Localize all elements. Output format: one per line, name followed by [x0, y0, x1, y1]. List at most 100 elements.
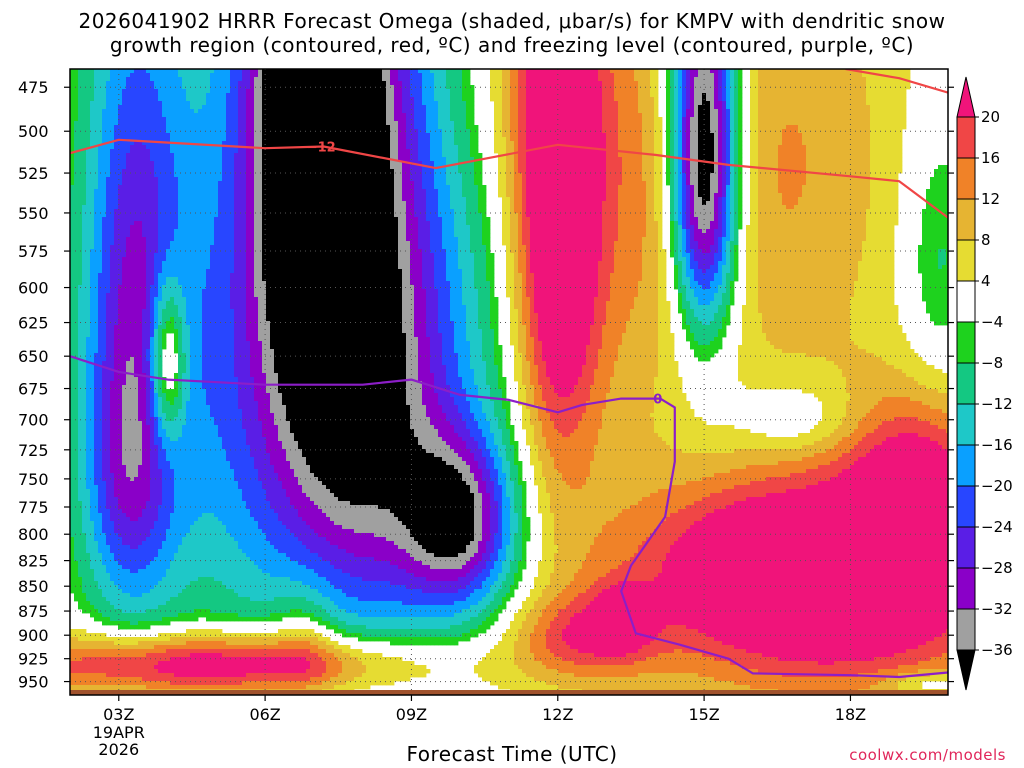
omega-cell	[698, 133, 702, 137]
omega-cell	[642, 137, 646, 141]
omega-cell	[622, 141, 626, 145]
omega-cell	[246, 141, 250, 145]
omega-cell	[706, 121, 710, 125]
omega-cell	[862, 145, 866, 149]
omega-cell	[206, 125, 210, 129]
omega-cell	[762, 117, 766, 121]
omega-cell	[618, 109, 622, 113]
omega-cell	[242, 149, 246, 153]
omega-cell	[834, 141, 838, 145]
omega-cell	[274, 113, 278, 117]
omega-cell	[578, 133, 582, 137]
omega-cell	[110, 121, 114, 125]
omega-cell	[874, 77, 878, 81]
omega-cell	[650, 93, 654, 97]
omega-cell	[682, 97, 686, 101]
omega-cell	[358, 125, 362, 129]
omega-cell	[246, 85, 250, 89]
omega-cell	[186, 153, 190, 157]
omega-cell	[102, 145, 106, 149]
omega-cell	[146, 81, 150, 85]
omega-cell	[678, 125, 682, 129]
omega-cell	[794, 89, 798, 93]
omega-cell	[226, 137, 230, 141]
omega-cell	[674, 73, 678, 77]
omega-cell	[242, 89, 246, 93]
omega-cell	[522, 81, 526, 85]
omega-cell	[550, 117, 554, 121]
omega-cell	[426, 125, 430, 129]
omega-cell	[350, 97, 354, 101]
omega-cell	[202, 89, 206, 93]
omega-cell	[174, 113, 178, 117]
omega-cell	[210, 153, 214, 157]
omega-cell	[550, 105, 554, 109]
omega-cell	[462, 121, 466, 125]
omega-cell	[522, 89, 526, 93]
omega-cell	[862, 137, 866, 141]
omega-cell	[902, 81, 906, 85]
omega-cell	[754, 141, 758, 145]
omega-cell	[674, 77, 678, 81]
omega-cell	[334, 133, 338, 137]
omega-cell	[246, 109, 250, 113]
omega-cell	[98, 109, 102, 113]
omega-cell	[406, 125, 410, 129]
omega-cell	[214, 97, 218, 101]
omega-cell	[530, 93, 534, 97]
omega-cell	[546, 113, 550, 117]
omega-cell	[238, 113, 242, 117]
omega-cell	[150, 121, 154, 125]
omega-cell	[606, 137, 610, 141]
omega-cell	[586, 109, 590, 113]
omega-cell	[466, 81, 470, 85]
omega-cell	[454, 141, 458, 145]
omega-cell	[798, 137, 802, 141]
omega-cell	[302, 109, 306, 113]
omega-cell	[666, 93, 670, 97]
omega-cell	[846, 73, 850, 77]
omega-cell	[494, 93, 498, 97]
omega-cell	[674, 133, 678, 137]
omega-cell	[226, 157, 230, 161]
omega-cell	[302, 157, 306, 161]
omega-cell	[134, 85, 138, 89]
omega-cell	[370, 121, 374, 125]
omega-cell	[694, 145, 698, 149]
omega-cell	[802, 89, 806, 93]
omega-cell	[886, 121, 890, 125]
omega-cell	[390, 81, 394, 85]
omega-cell	[722, 109, 726, 113]
omega-cell	[222, 81, 226, 85]
omega-cell	[326, 129, 330, 133]
omega-cell	[410, 97, 414, 101]
omega-cell	[254, 109, 258, 113]
omega-cell	[338, 105, 342, 109]
omega-cell	[494, 77, 498, 81]
omega-cell	[158, 153, 162, 157]
omega-cell	[838, 121, 842, 125]
omega-cell	[90, 93, 94, 97]
omega-cell	[286, 101, 290, 105]
omega-cell	[898, 153, 902, 157]
omega-cell	[454, 73, 458, 77]
omega-cell	[586, 133, 590, 137]
omega-cell	[870, 153, 874, 157]
omega-cell	[290, 73, 294, 77]
omega-cell	[446, 157, 450, 161]
omega-cell	[870, 149, 874, 153]
omega-cell	[842, 89, 846, 93]
omega-cell	[506, 121, 510, 125]
omega-cell	[902, 117, 906, 121]
omega-cell	[622, 133, 626, 137]
omega-cell	[446, 145, 450, 149]
omega-cell	[654, 133, 658, 137]
omega-cell	[218, 137, 222, 141]
omega-cell	[378, 97, 382, 101]
omega-cell	[166, 73, 170, 77]
omega-cell	[798, 117, 802, 121]
omega-cell	[342, 73, 346, 77]
omega-cell	[778, 125, 782, 129]
omega-cell	[902, 97, 906, 101]
omega-cell	[890, 89, 894, 93]
